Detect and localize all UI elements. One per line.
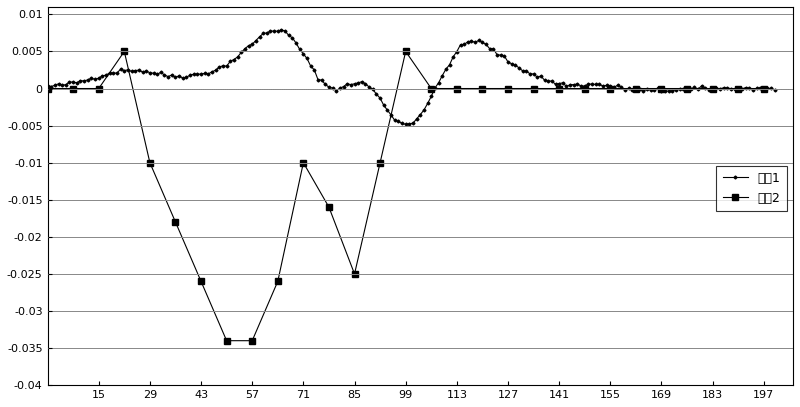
系共1 — [741, 85, 750, 90]
系共2 — [145, 160, 154, 165]
系共2 — [580, 86, 590, 91]
系共2 — [324, 205, 334, 210]
Line: 系共1: 系共1 — [46, 29, 776, 125]
系共2 — [606, 86, 615, 91]
系共1 — [401, 122, 410, 127]
系共1 — [770, 88, 779, 92]
系共2 — [375, 160, 385, 165]
系共1 — [86, 76, 96, 81]
系共2 — [42, 86, 52, 91]
系共2 — [708, 86, 718, 91]
系共2 — [94, 86, 103, 91]
系共1 — [72, 80, 82, 85]
系共2 — [196, 279, 206, 284]
系共2 — [222, 338, 231, 343]
系共2 — [247, 338, 257, 343]
系共2 — [734, 86, 743, 91]
系共1 — [178, 76, 187, 81]
系共2 — [631, 86, 641, 91]
系共2 — [657, 86, 666, 91]
Legend: 系共1, 系共2: 系共1, 系共2 — [717, 166, 787, 211]
系共1 — [715, 86, 725, 91]
系共2 — [298, 160, 308, 165]
系共1 — [42, 84, 52, 89]
系共2 — [350, 271, 359, 276]
系共2 — [529, 86, 538, 91]
系共2 — [426, 86, 436, 91]
系共2 — [273, 279, 282, 284]
系共1 — [237, 50, 246, 55]
系共2 — [452, 86, 462, 91]
系共2 — [682, 86, 692, 91]
系共2 — [759, 86, 769, 91]
系共2 — [554, 86, 564, 91]
系共1 — [277, 27, 286, 32]
系共2 — [503, 86, 513, 91]
系共2 — [119, 49, 129, 54]
系共2 — [68, 86, 78, 91]
系共2 — [170, 220, 180, 225]
Line: 系共2: 系共2 — [45, 49, 766, 344]
系共2 — [478, 86, 487, 91]
系共2 — [401, 49, 410, 54]
